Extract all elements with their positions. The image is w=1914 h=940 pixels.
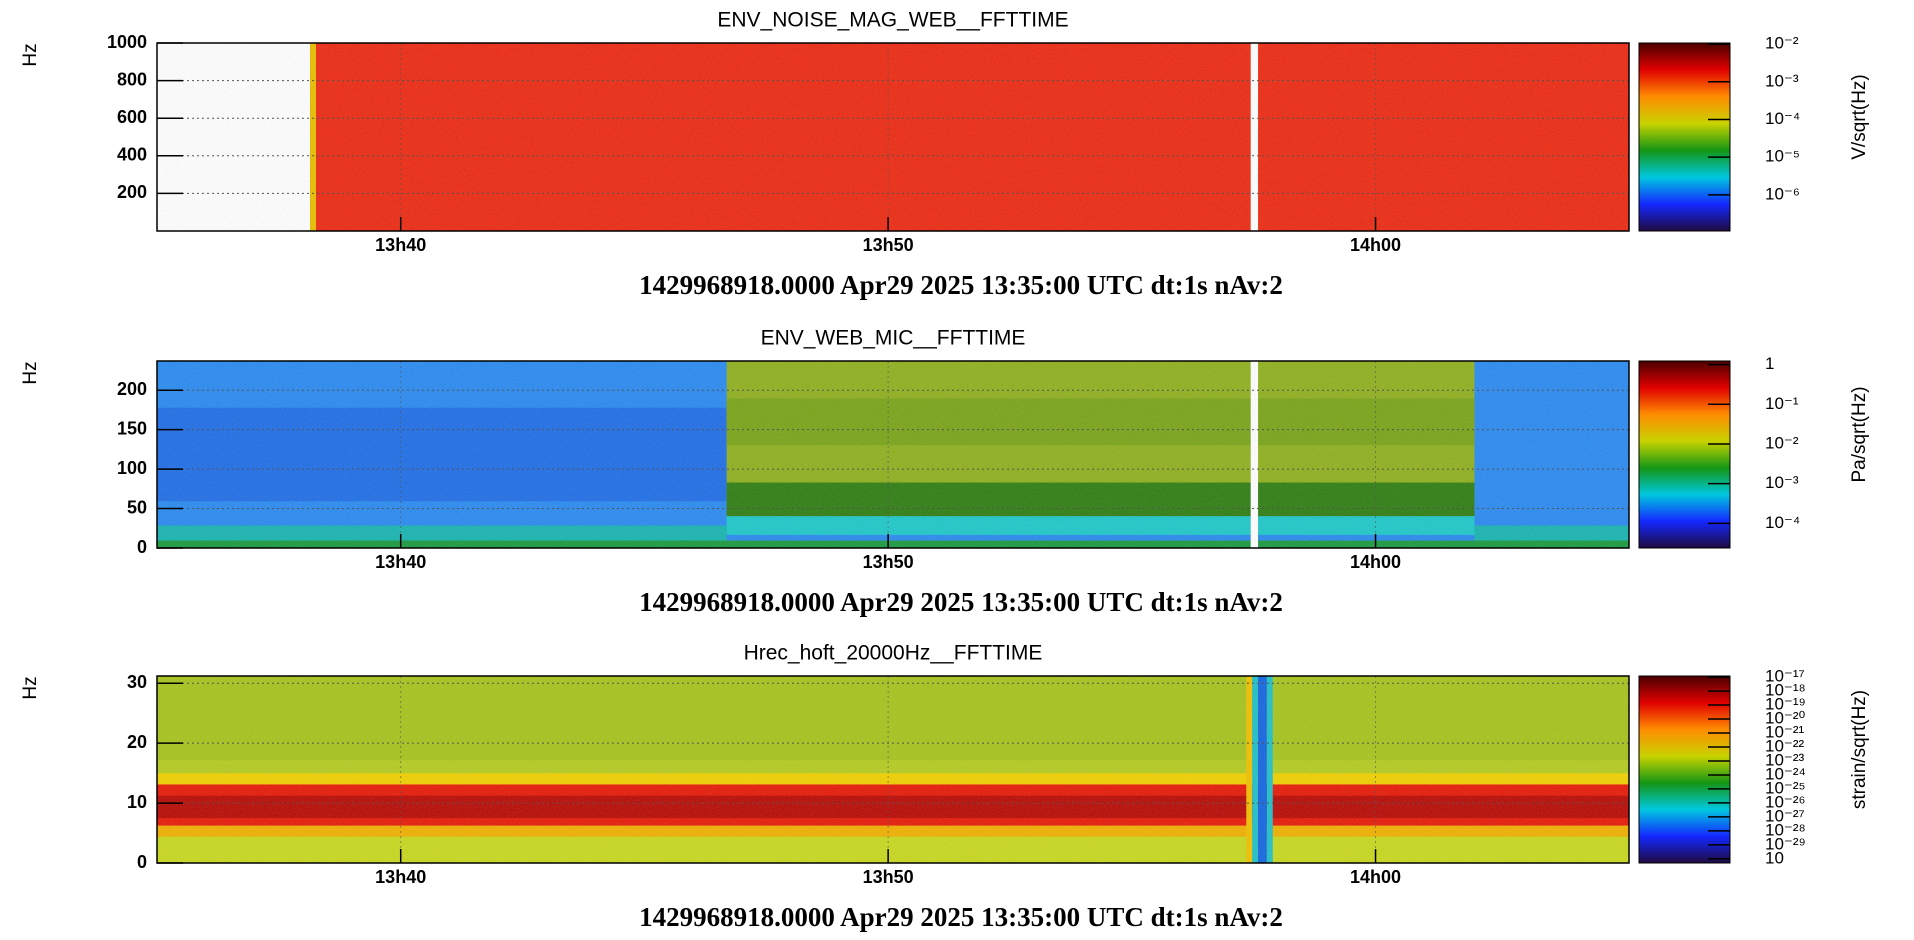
x-tick-label: 13h40	[375, 867, 426, 887]
plot-frame	[156, 42, 1630, 232]
colorbar-tick-label: 10⁻⁵	[1765, 147, 1800, 166]
y-axis-label: Hz	[20, 676, 41, 699]
y-axis-label: Hz	[20, 43, 41, 66]
colorbar-tick-label: 10⁻¹	[1765, 394, 1799, 413]
y-tick-label: 20	[127, 732, 147, 752]
colorbar-tick-label: 10⁻²²	[1765, 736, 1805, 755]
x-tick-label: 13h40	[375, 235, 426, 255]
colorbar	[1638, 675, 1731, 864]
colorbar-tick-label: 10⁻²⁸	[1765, 820, 1806, 839]
y-tick-label: 600	[117, 107, 147, 127]
colorbar-tick-label: 10⁻³	[1765, 473, 1799, 492]
colorbar-tick-label: 10⁻²³	[1765, 750, 1805, 769]
noise-texture	[157, 43, 1629, 231]
y-axis-label: Hz	[20, 361, 41, 384]
colorbar-tick-label: 10⁻²⁶	[1765, 792, 1806, 811]
y-tick-label: 50	[127, 497, 147, 517]
spectrogram-panel: ENV_NOISE_MAG_WEB__FFTTIME Hz 1429968918.0…	[20, 9, 1870, 301]
colorbar-tick-label: 1	[1765, 354, 1774, 373]
colorbar-tick-label: 10⁻²⁴	[1765, 764, 1806, 783]
y-tick-label: 800	[117, 69, 147, 89]
y-tick-label: 400	[117, 145, 147, 165]
colorbar-label: V/sqrt(Hz)	[1849, 74, 1870, 160]
noise-texture	[157, 676, 1629, 863]
x-tick-label: 14h00	[1350, 867, 1401, 887]
chart-title: Hrec_hoft_20000Hz__FFTTIME	[744, 642, 1043, 665]
chart-title: ENV_NOISE_MAG_WEB__FFTTIME	[717, 9, 1068, 32]
colorbar-tick-label: 10⁻²¹	[1765, 722, 1805, 741]
colorbar-tick-label: 10⁻⁴	[1765, 109, 1800, 128]
x-tick-label: 13h50	[863, 867, 914, 887]
colorbar-tick-label: 10⁻⁶	[1765, 184, 1800, 203]
noise-texture	[157, 361, 1629, 548]
chart-title: ENV_WEB_MIC__FFTTIME	[761, 327, 1026, 350]
y-tick-label: 200	[117, 379, 147, 399]
colorbar-tick-label: 10⁻¹⁹	[1765, 695, 1806, 714]
caption: 1429968918.0000 Apr29 2025 13:35:00 UTC …	[639, 587, 1283, 617]
colorbar-tick-label: 10⁻²⁰	[1765, 709, 1806, 728]
colorbar-tick-label: 10⁻¹⁸	[1765, 681, 1806, 700]
colorbar-label: strain/sqrt(Hz)	[1849, 690, 1870, 809]
x-tick-label: 13h50	[863, 235, 914, 255]
colorbar-tick-label: 10⁻³	[1765, 71, 1799, 90]
plot-frame	[156, 360, 1630, 549]
spectrogram-panel: Hrec_hoft_20000Hz__FFTTIME Hz 1429968918.0…	[20, 642, 1870, 933]
colorbar	[1638, 360, 1731, 549]
y-tick-label: 1000	[107, 32, 147, 52]
y-tick-label: 100	[117, 458, 147, 478]
colorbar-tick-label: 10⁻²	[1765, 34, 1799, 53]
colorbar-label: Pa/sqrt(Hz)	[1849, 386, 1870, 482]
colorbar-tick-label: 10⁻²	[1765, 433, 1799, 452]
y-tick-label: 10	[127, 792, 147, 812]
colorbar-tick-label: 10⁻¹⁷	[1765, 667, 1805, 686]
y-tick-label: 150	[117, 418, 147, 438]
colorbar-tick-label: 10⁻²⁵	[1765, 778, 1806, 797]
colorbar	[1638, 42, 1731, 232]
x-tick-label: 13h50	[863, 552, 914, 572]
x-tick-label: 14h00	[1350, 235, 1401, 255]
colorbar-tick-label: 10⁻²⁷	[1765, 806, 1805, 825]
colorbar-tick-label: 10	[1765, 848, 1784, 867]
y-tick-label: 0	[137, 537, 147, 557]
colorbar-tick-label: 10⁻⁴	[1765, 513, 1800, 532]
caption: 1429968918.0000 Apr29 2025 13:35:00 UTC …	[639, 902, 1283, 932]
x-tick-label: 14h00	[1350, 552, 1401, 572]
x-tick-label: 13h40	[375, 552, 426, 572]
caption: 1429968918.0000 Apr29 2025 13:35:00 UTC …	[639, 270, 1283, 300]
y-tick-label: 30	[127, 672, 147, 692]
y-tick-label: 200	[117, 182, 147, 202]
plot-frame	[156, 675, 1630, 864]
y-tick-label: 0	[137, 852, 147, 872]
spectrogram-panel: ENV_WEB_MIC__FFTTIME Hz 1429968918.0000 Ap…	[20, 327, 1870, 618]
colorbar-tick-label: 10⁻²⁹	[1765, 834, 1806, 853]
